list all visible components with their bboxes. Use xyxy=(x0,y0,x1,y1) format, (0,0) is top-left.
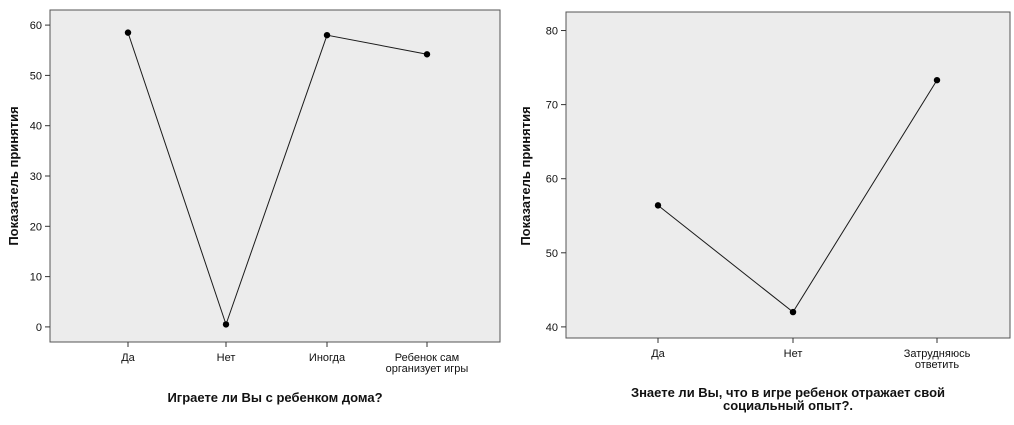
x-tick-label: Нет xyxy=(784,348,803,360)
y-tick-label: 50 xyxy=(30,70,42,82)
y-tick-label: 40 xyxy=(546,322,558,334)
x-axis-label: Играете ли Вы с ребенком дома? xyxy=(167,390,382,405)
x-tick-label: Затрудняюсь ответить xyxy=(904,348,971,371)
data-point xyxy=(654,202,662,209)
y-tick-label: 0 xyxy=(36,322,42,334)
data-point xyxy=(124,29,132,36)
y-tick-label: 60 xyxy=(546,174,558,186)
x-axis-label: Знаете ли Вы, что в игре ребенок отражае… xyxy=(631,385,945,413)
y-tick-label: 40 xyxy=(30,121,42,133)
x-tick-label: Иногда xyxy=(309,352,346,364)
x-tick-label: Да xyxy=(651,348,665,360)
series-line xyxy=(127,32,428,326)
x-tick-label: Ребенок сам организует игры xyxy=(386,352,469,375)
data-point xyxy=(423,51,431,58)
data-point xyxy=(933,76,941,84)
y-tick-label: 10 xyxy=(30,272,42,284)
x-tick-label: Да xyxy=(121,352,135,364)
y-tick-label: 60 xyxy=(30,20,42,32)
y-tick-label: 50 xyxy=(546,248,558,260)
x-tick-label: Нет xyxy=(217,352,236,364)
y-tick-label: 70 xyxy=(546,100,558,112)
data-point xyxy=(789,308,797,316)
plot-area xyxy=(565,11,1011,339)
data-point xyxy=(222,321,230,328)
y-axis-label: Показатель принятия xyxy=(518,106,533,245)
chart-left: 0 10 20 30 40 50 60 Да Нет Иногда Ребенок сам орган… xyxy=(6,9,501,405)
y-tick-label: 30 xyxy=(30,171,42,183)
y-tick-label: 20 xyxy=(30,221,42,233)
plot-area xyxy=(49,9,501,343)
y-axis-label: Показатель принятия xyxy=(6,106,21,245)
y-tick-label: 80 xyxy=(546,26,558,38)
chart-right: 40 50 60 70 80 Да Нет Затрудняюсь ответить Показа… xyxy=(518,11,1011,413)
data-point xyxy=(323,31,331,39)
